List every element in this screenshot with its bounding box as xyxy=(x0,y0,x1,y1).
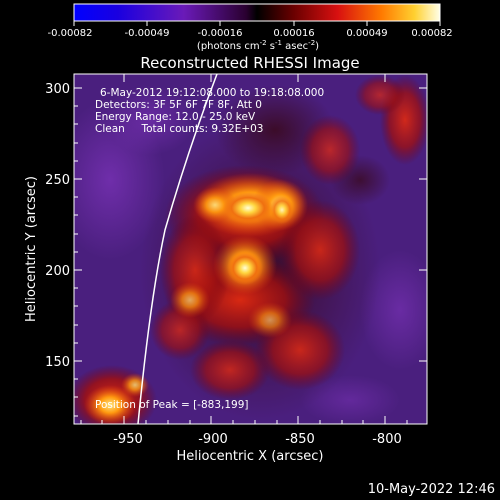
info-time-range: 6-May-2012 19:12:08.000 to 19:18:08.000 xyxy=(100,87,324,99)
peak-position-label: Position of Peak = [-883,199] xyxy=(95,399,249,411)
y-axis-ticks xyxy=(74,87,427,417)
colorbar-ticks xyxy=(73,21,441,26)
info-detectors: Detectors: 3F 5F 6F 7F 8F, Att 0 xyxy=(95,99,262,111)
x-tick-label: -900 xyxy=(198,432,228,447)
colorbar-tick-label: -0.00016 xyxy=(198,28,243,39)
colorbar-tick-label: -0.00082 xyxy=(48,28,93,39)
x-tick-label: -950 xyxy=(113,432,143,447)
colorbar-tick-label: 0.00016 xyxy=(273,28,314,39)
plot-title: Reconstructed RHESSI Image xyxy=(140,54,359,72)
colorbar xyxy=(73,3,441,22)
footer-timestamp: 10-May-2022 12:46 xyxy=(368,482,495,497)
y-tick-label: 250 xyxy=(45,173,70,188)
y-tick-label: 200 xyxy=(45,264,70,279)
x-tick-label: -850 xyxy=(285,432,315,447)
solar-limb-line xyxy=(137,74,218,424)
colorbar-tick-label: 0.00049 xyxy=(346,28,387,39)
rhessi-image xyxy=(74,74,427,424)
colorbar-tick-label: -0.00049 xyxy=(125,28,170,39)
info-energy-range: Energy Range: 12.0 - 25.0 keV xyxy=(95,111,256,123)
x-axis-label: Heliocentric X (arcsec) xyxy=(177,449,324,464)
colorbar-tick-label: 0.00082 xyxy=(411,28,452,39)
y-tick-label: 300 xyxy=(45,82,70,97)
x-axis-ticks xyxy=(80,74,408,424)
info-clean-counts: Clean Total counts: 9.32E+03 xyxy=(95,123,264,135)
x-tick-label: -800 xyxy=(372,432,402,447)
y-axis-label: Heliocentric Y (arcsec) xyxy=(24,176,39,322)
y-tick-label: 150 xyxy=(45,355,70,370)
colorbar-units: (photons cm-2 s-1 asec-2) xyxy=(197,39,319,52)
plot-frame xyxy=(73,73,428,425)
